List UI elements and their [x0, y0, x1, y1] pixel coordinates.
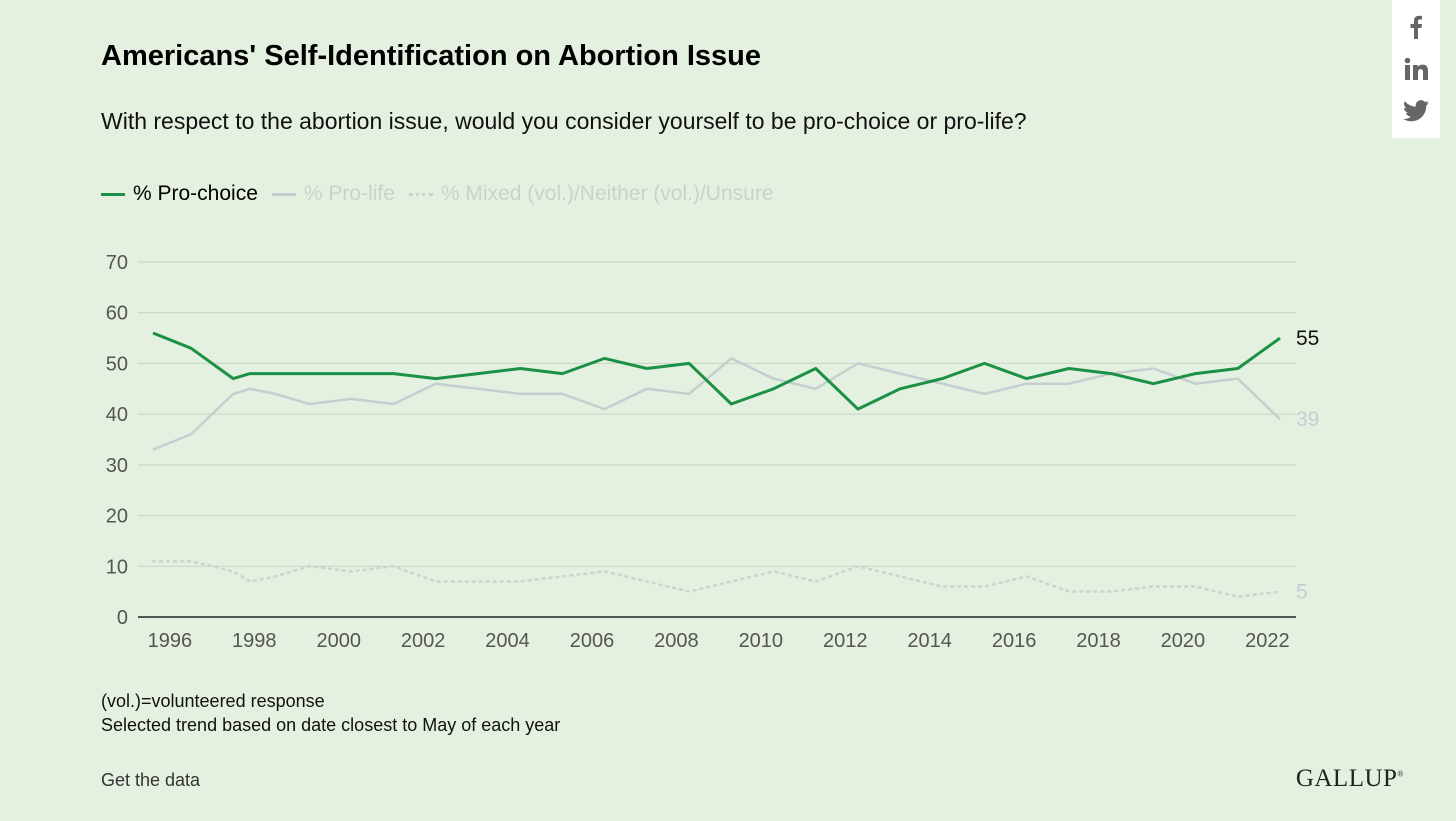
y-tick-label: 10	[106, 556, 128, 578]
end-data-label: 39	[1296, 408, 1319, 431]
y-tick-label: 0	[117, 607, 128, 629]
get-data-link[interactable]: Get the data	[101, 770, 201, 790]
x-tick-label: 1998	[232, 630, 277, 652]
legend-item-mixed[interactable]: % Mixed (vol.)/Neither (vol.)/Unsure	[408, 182, 774, 206]
chart-subtitle: With respect to the abortion issue, woul…	[101, 108, 1027, 134]
y-tick-label: 70	[106, 252, 128, 274]
x-tick-label: 2008	[654, 630, 699, 652]
chart-notes: (vol.)=volunteered response Selected tre…	[101, 689, 560, 737]
note-line: (vol.)=volunteered response	[101, 691, 325, 711]
linkedin-icon[interactable]	[1403, 56, 1429, 82]
legend-label-pro-life: % Pro-life	[303, 182, 395, 205]
legend-item-pro-choice[interactable]: % Pro-choice	[101, 182, 258, 206]
y-tick-label: 40	[106, 404, 128, 426]
series-line-pro-life	[152, 357, 1281, 451]
gallup-logo: GALLUP®	[1295, 765, 1404, 792]
twitter-icon[interactable]	[1403, 98, 1429, 124]
legend-label-pro-choice: % Pro-choice	[133, 182, 258, 205]
y-tick-label: 20	[106, 506, 128, 528]
facebook-icon[interactable]	[1403, 14, 1429, 40]
x-tick-label: 2000	[316, 630, 361, 652]
x-tick-label: 2010	[739, 630, 784, 652]
x-tick-label: 2014	[907, 630, 952, 652]
legend-label-mixed: % Mixed (vol.)/Neither (vol.)/Unsure	[440, 182, 774, 205]
x-tick-label: 2018	[1076, 630, 1121, 652]
series-line-mixed	[151, 559, 1282, 598]
end-data-label: 55	[1296, 327, 1319, 350]
legend-swatch-pro-life	[271, 192, 296, 196]
legend-item-pro-life[interactable]: % Pro-life	[271, 182, 395, 206]
share-bar	[1392, 0, 1440, 138]
x-tick-label: 2004	[485, 630, 530, 652]
y-tick-label: 60	[106, 303, 128, 325]
x-tick-label: 2002	[401, 630, 446, 652]
x-tick-label: 2020	[1161, 630, 1206, 652]
x-tick-label: 2022	[1245, 630, 1290, 652]
chart-title: Americans' Self-Identification on Aborti…	[101, 40, 762, 72]
legend-swatch-pro-choice	[101, 192, 125, 196]
y-tick-label: 50	[106, 353, 128, 375]
series-line-pro-choice	[152, 331, 1281, 411]
x-tick-label: 2016	[992, 630, 1037, 652]
note-line: Selected trend based on date closest to …	[101, 715, 561, 735]
end-data-label: 5	[1296, 581, 1308, 604]
x-tick-label: 1996	[148, 630, 193, 652]
x-tick-label: 2006	[570, 630, 615, 652]
x-tick-label: 2012	[823, 630, 868, 652]
chart-legend: % Pro-choice % Pro-life % Mixed (vol.)/N…	[101, 182, 774, 206]
logo-text: GALLUP	[1295, 765, 1398, 792]
legend-swatch-mixed	[408, 192, 433, 196]
y-tick-label: 30	[106, 455, 128, 477]
